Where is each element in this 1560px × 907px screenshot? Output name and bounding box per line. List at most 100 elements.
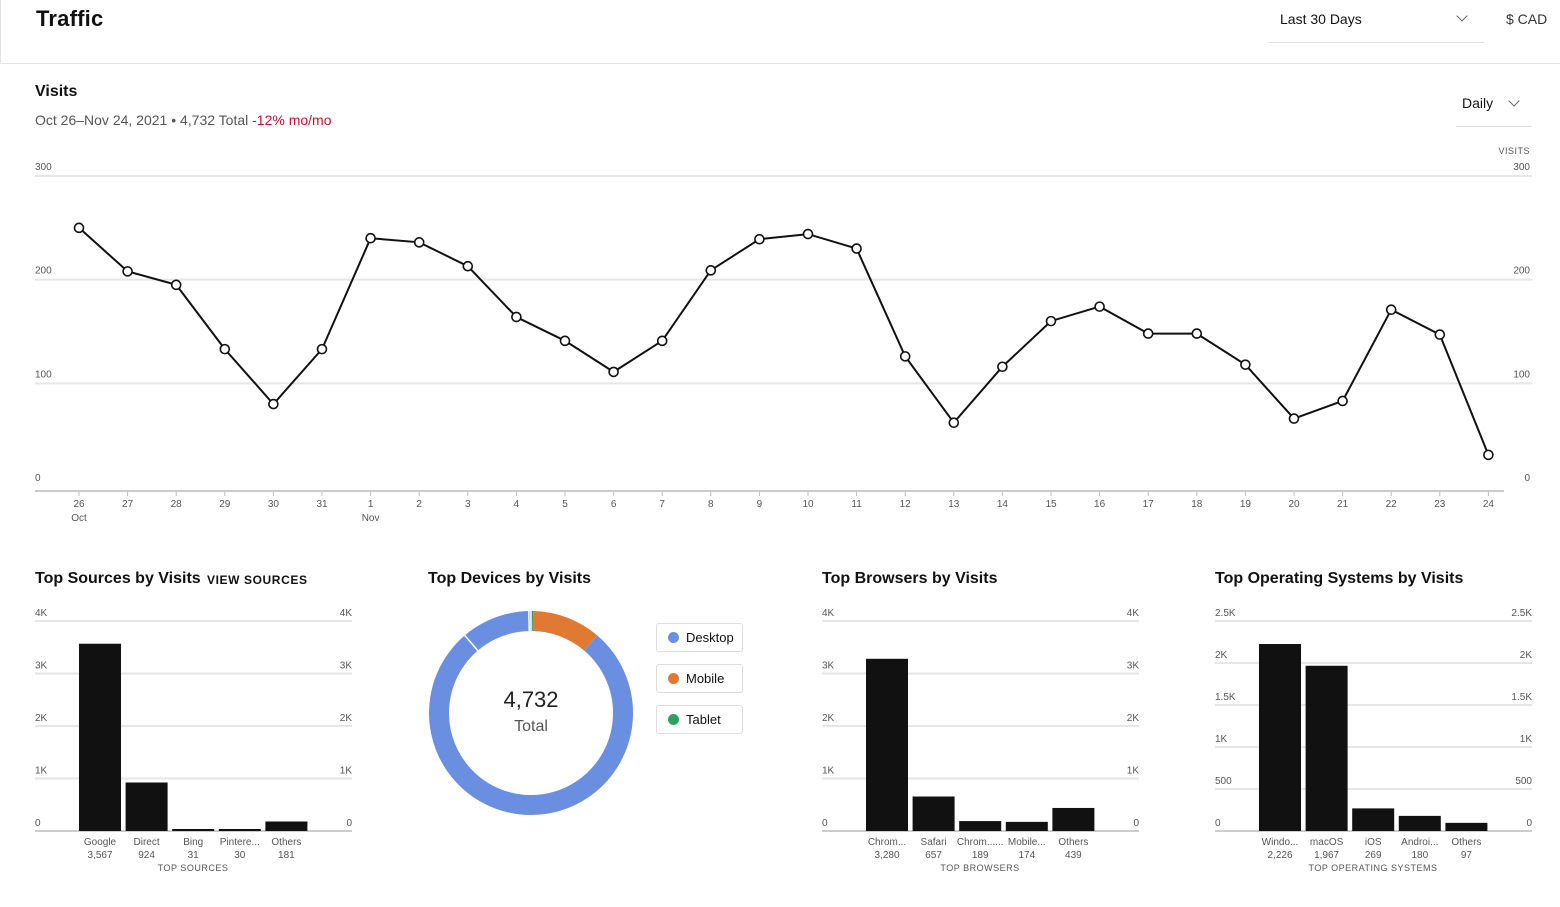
bar-value-label: 3,567 [87, 850, 112, 861]
x-tick-label: 31 [316, 499, 328, 510]
tablet-dot-icon [668, 714, 679, 725]
y-tick-label-left: 1K [35, 766, 48, 777]
bar-category-label: iOS [1365, 837, 1382, 848]
x-tick-label: 8 [708, 499, 714, 510]
bar-value-label: 2,226 [1267, 850, 1292, 861]
date-range-select[interactable]: Last 30 Days [1269, 0, 1484, 43]
data-point [851, 243, 862, 254]
data-point [1385, 304, 1397, 316]
visits-total: 4,732 Total [180, 112, 249, 128]
visits-date-range: Oct 26–Nov 24, 2021 [35, 112, 168, 128]
chevron-down-icon [1456, 10, 1468, 22]
currency-selector[interactable]: $ CAD [1506, 11, 1548, 27]
bar-category-label: Others [271, 837, 301, 848]
devices-donut-chart [429, 610, 634, 815]
bar-value-label: 174 [1018, 850, 1035, 861]
y-tick-label-left: 1K [1215, 734, 1228, 745]
y-tick-label-right: 1K [1127, 766, 1140, 777]
y-tick-label-right: 3K [1127, 661, 1140, 672]
y-tick-label-left: 3K [822, 661, 835, 672]
mobile-dot-icon [668, 673, 679, 684]
x-tick-label: 21 [1337, 499, 1349, 510]
y-tick-label-right: 1K [340, 766, 353, 777]
y-tick-label-right: 4K [340, 608, 353, 619]
data-point [997, 361, 1008, 373]
legend-tablet[interactable]: Tablet [656, 705, 743, 734]
y-tick-label-right: 300 [1513, 162, 1530, 173]
y-axis-caption: VISITS [1498, 146, 1530, 156]
y-tick-label-left: 2K [35, 713, 48, 724]
bar-category-label: Google [84, 837, 117, 848]
bar-category-label: Others [1451, 837, 1481, 848]
bar-category-label: Others [1058, 837, 1088, 848]
y-tick-label-left: 500 [1215, 776, 1232, 787]
data-point [1094, 301, 1105, 312]
x-tick-label: 12 [900, 499, 912, 510]
bar [866, 658, 908, 831]
y-tick-label-right: 1K [1520, 734, 1533, 745]
desktop-dot-icon [668, 632, 679, 643]
x-tick-label: 18 [1191, 499, 1203, 510]
bar-value-label: 30 [234, 850, 246, 861]
y-tick-label-right: 0 [1524, 473, 1530, 484]
x-month-label: Nov [362, 513, 380, 524]
data-point [462, 260, 474, 272]
x-month-label: Oct [71, 513, 87, 524]
x-tick-label: 6 [611, 499, 617, 510]
visits-title: Visits [35, 83, 78, 100]
y-tick-label-right: 0 [1133, 818, 1139, 829]
x-tick-label: 27 [122, 499, 134, 510]
legend-desktop[interactable]: Desktop [656, 623, 743, 652]
x-tick-label: 14 [997, 499, 1009, 510]
data-point [365, 232, 376, 244]
data-point [1240, 359, 1251, 370]
x-axis-caption: TOP SOURCES [158, 863, 229, 873]
data-point [1045, 315, 1057, 327]
sources-bar-chart: 0 0 1K 1K 2K 2K 3K 3K 4K 4K Google 3,567 Direct 924 Bi… [35, 608, 353, 873]
data-point [1142, 328, 1154, 339]
bar [1259, 644, 1301, 831]
x-tick-label: 5 [562, 499, 568, 510]
y-tick-label-right: 3K [340, 661, 353, 672]
legend-mobile[interactable]: Mobile [656, 664, 743, 693]
y-tick-label-right: 200 [1513, 266, 1530, 277]
period-select[interactable]: Daily [1456, 88, 1532, 127]
page-header: Traffic Last 30 Days $ CAD [0, 0, 1560, 64]
y-tick-label-right: 1.5K [1511, 692, 1532, 703]
y-tick-label-right: 2K [1520, 650, 1533, 661]
x-tick-label: 13 [948, 499, 960, 510]
visits-change: -12% mo/mo [252, 112, 332, 128]
bar-category-label: macOS [1310, 837, 1344, 848]
x-tick-label: 26 [73, 499, 85, 510]
bar-category-label: Pintere... [220, 837, 260, 848]
bar [1052, 807, 1095, 831]
bar [125, 782, 168, 831]
data-point [608, 366, 619, 378]
x-tick-label: 4 [514, 499, 520, 510]
bar [265, 821, 308, 831]
donut-total-label: Total [514, 718, 548, 735]
y-tick-label-left: 0 [35, 818, 41, 829]
bar [218, 829, 261, 831]
period-label: Daily [1462, 95, 1494, 111]
bar [79, 643, 121, 831]
x-tick-label: 10 [802, 499, 814, 510]
x-tick-label: 24 [1483, 499, 1495, 510]
visits-series-line [78, 227, 1490, 456]
os-title: Top Operating Systems by Visits [1215, 570, 1464, 587]
data-point [1337, 395, 1348, 407]
bar [1305, 665, 1348, 831]
bar-value-label: 181 [278, 850, 295, 861]
y-tick-label-right: 0 [1526, 818, 1532, 829]
y-tick-label-left: 3K [35, 661, 48, 672]
bar-value-label: 31 [188, 850, 200, 861]
view-sources-link[interactable]: VIEW SOURCES [207, 573, 308, 587]
y-tick-label-left: 4K [35, 608, 48, 619]
data-point [73, 222, 85, 234]
data-point [705, 265, 717, 276]
bar [1398, 815, 1441, 831]
donut-total-value: 4,732 [503, 687, 559, 712]
x-tick-label: 23 [1434, 499, 1446, 510]
bar-value-label: 1,967 [1314, 850, 1339, 861]
x-tick-label: 1 [368, 499, 374, 510]
